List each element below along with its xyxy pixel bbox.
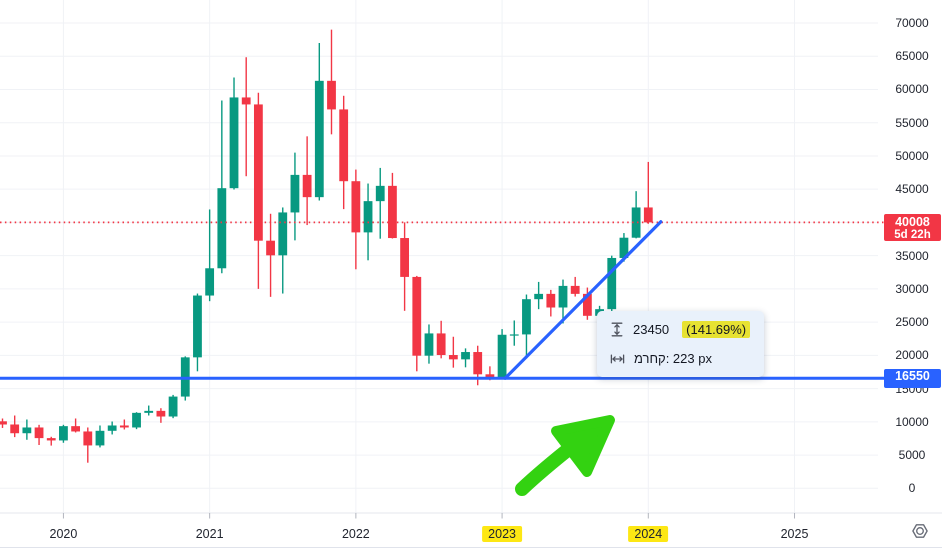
settings-gear-icon[interactable]	[911, 522, 929, 540]
candle	[461, 348, 470, 368]
candle	[534, 281, 544, 310]
candle	[302, 136, 312, 226]
current-price-value: 40008	[895, 215, 930, 229]
candle	[497, 329, 507, 379]
candle	[375, 167, 385, 239]
measure-tooltip: 23450 (141.69%) מרחק: 223 px	[597, 311, 765, 377]
candle	[168, 394, 178, 419]
candle	[132, 412, 141, 430]
candle	[314, 42, 324, 201]
price-axis-label: 25000	[895, 315, 929, 330]
year-label: 2021	[195, 527, 224, 541]
measure-distance-value: מרחק: 223 px	[634, 351, 712, 366]
current-price-badge: 40008 5d 22h	[884, 214, 941, 241]
price-axis-label: 55000	[895, 115, 929, 130]
candle	[144, 405, 154, 416]
price-axis-label: 70000	[895, 16, 929, 30]
candle	[156, 408, 166, 423]
price-axis-label: 10000	[895, 414, 929, 429]
candle	[327, 29, 336, 135]
candle	[119, 419, 129, 430]
candle	[436, 320, 446, 359]
candle	[448, 336, 458, 368]
candle	[34, 424, 44, 445]
year-label: 2022	[341, 527, 370, 541]
candle	[290, 152, 300, 241]
price-axis-label: 60000	[895, 82, 929, 97]
up-arrow-annotation[interactable]	[515, 415, 615, 496]
candle	[46, 436, 56, 446]
candle	[253, 92, 263, 289]
candle	[424, 324, 434, 364]
horizontal-distance-icon	[610, 352, 625, 366]
year-label: 2025	[780, 527, 809, 541]
year-label-highlighted: 2024	[628, 526, 669, 542]
year-label: 2020	[49, 527, 78, 541]
price-axis-label: 35000	[895, 248, 929, 263]
candle	[83, 427, 93, 463]
measure-trend-line[interactable]	[503, 220, 663, 380]
candle	[22, 419, 32, 440]
price-axis-label: 65000	[895, 49, 929, 64]
axis-borders	[0, 512, 942, 548]
candle	[643, 161, 653, 224]
candle	[607, 255, 617, 312]
candle	[0, 418, 7, 428]
candle	[205, 209, 215, 302]
candle	[229, 77, 239, 190]
price-axis-label: 0	[908, 481, 916, 496]
price-axis-label: 50000	[895, 148, 929, 163]
price-axis-label: 45000	[895, 182, 929, 197]
grid	[0, 0, 878, 513]
candle	[558, 279, 568, 324]
measure-change-value: 23450	[633, 322, 670, 337]
candle	[351, 169, 361, 270]
candle	[522, 294, 531, 359]
candle-countdown: 5d 22h	[894, 229, 931, 241]
measure-change-percent: (141.69%)	[682, 321, 751, 338]
candles-layer	[0, 29, 653, 463]
candle	[339, 95, 349, 210]
candle	[388, 172, 397, 239]
price-axis-label: 20000	[895, 348, 929, 363]
candle	[266, 213, 275, 297]
price-axis-label: 5000	[898, 448, 926, 463]
candle	[71, 418, 81, 433]
measure-change-row: 23450 (141.69%)	[610, 321, 751, 338]
candle	[570, 276, 580, 297]
candle	[95, 425, 105, 448]
candle	[509, 320, 519, 346]
candle	[193, 293, 202, 372]
candle	[582, 287, 592, 320]
vertical-range-icon	[610, 322, 624, 337]
measure-distance-row: מרחק: 223 px	[610, 351, 750, 366]
support-price-badge: 16550	[884, 369, 941, 388]
candle	[10, 415, 20, 438]
candle	[278, 207, 288, 294]
candle	[59, 424, 68, 443]
support-price-value: 16550	[895, 369, 930, 383]
price-axis-label: 30000	[895, 281, 929, 296]
candle	[241, 57, 251, 177]
candle	[400, 222, 410, 311]
candle	[412, 275, 422, 372]
year-label-highlighted: 2023	[482, 526, 522, 542]
candle	[107, 421, 117, 435]
candle	[217, 100, 227, 274]
candle	[546, 289, 556, 317]
candle	[631, 191, 641, 239]
